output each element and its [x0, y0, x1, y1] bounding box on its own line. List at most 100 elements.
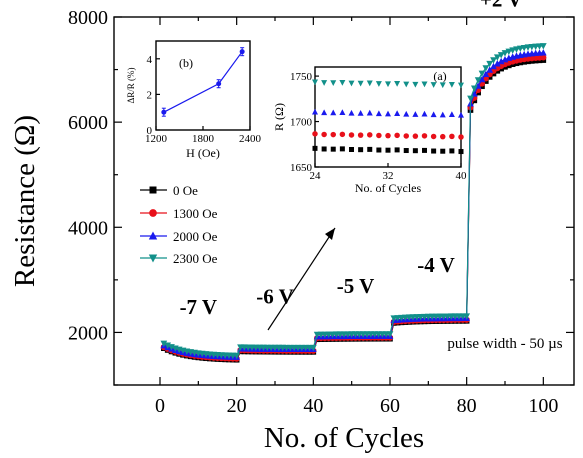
legend-marker [149, 186, 157, 194]
inset-a-point [357, 110, 364, 116]
inset-a-point [439, 111, 446, 118]
inset-a-point [367, 132, 373, 138]
inset-a-point [394, 147, 400, 153]
inset-a-point [348, 109, 355, 116]
inset-a-point [458, 149, 464, 155]
data-point [467, 95, 474, 103]
x-tick-label: 0 [155, 395, 165, 417]
legend-label: 2300 Oe [173, 251, 218, 266]
inset-a-point [412, 148, 418, 154]
inset-a-series-0 [312, 145, 464, 155]
y-axis-label: Resistance (Ω) [9, 115, 41, 287]
inset-a-point [394, 132, 400, 139]
data-point [470, 85, 478, 92]
inset-a-series-2 [312, 108, 464, 118]
inset-a-point [339, 80, 346, 86]
inset-a-point [339, 131, 346, 138]
inset-a-point [357, 132, 364, 138]
inset-a-point [412, 133, 419, 139]
inset-a-point [458, 111, 464, 118]
data-point [470, 90, 478, 97]
x-tick-label: 60 [380, 395, 400, 417]
main-plot-frame [113, 16, 575, 386]
inset-a-point [403, 148, 409, 154]
inset-a-point [458, 82, 464, 89]
inset-a-point [430, 111, 437, 118]
x-tick-label: 80 [457, 395, 477, 417]
inset-a-point [367, 146, 373, 152]
inset-b-frame [155, 40, 251, 131]
inset-a-point [330, 146, 336, 152]
inset-b-x-label: H (Oe) [186, 146, 220, 160]
inset-a-point [330, 131, 336, 138]
data-point [482, 65, 490, 72]
inset-b-point [216, 81, 222, 87]
data-point [233, 352, 241, 360]
inset-a-point [385, 110, 391, 117]
inset-a-point [448, 82, 455, 88]
inset-a-point [394, 81, 401, 87]
inset-b-line [163, 51, 243, 113]
zoom-arrow-line [267, 227, 336, 331]
voltage-label: -5 V [337, 274, 375, 298]
inset-a-point [358, 147, 364, 153]
x-tick-label: 100 [528, 395, 558, 417]
inset-a-point [431, 148, 437, 154]
inset-a-y-tick-label: 1750 [290, 71, 313, 83]
inset-a-panel-label: (a) [433, 69, 446, 83]
data-point [513, 46, 520, 53]
inset-a-point [421, 133, 428, 139]
x-tick-label: 40 [303, 395, 323, 417]
inset-a-point [385, 132, 391, 139]
inset-a-point [312, 79, 318, 86]
inset-a-point [421, 110, 428, 117]
zoom-arrow-head [325, 228, 335, 240]
inset-a-point [421, 81, 428, 88]
inset-a-point [403, 110, 410, 117]
inset-a-x-tick-label: 24 [310, 170, 322, 182]
x-axis-label: No. of Cycles [264, 422, 424, 454]
inset-a-y-tick-label: 1700 [290, 117, 313, 129]
inset-a-point [321, 109, 328, 116]
data-point [386, 331, 394, 338]
x-tick-label: 20 [227, 395, 247, 417]
inset-b-x-tick-label: 1800 [192, 133, 215, 145]
inset-a-y-tick-label: 1650 [290, 162, 313, 174]
voltage-label: -4 V [417, 253, 455, 277]
data-point [539, 49, 547, 56]
legend-marker [149, 209, 157, 217]
legend-marker [148, 254, 158, 263]
inset-a-point [321, 146, 327, 152]
legend-label: 2000 Oe [173, 229, 218, 244]
inset-a-point [339, 146, 345, 152]
data-point [474, 77, 482, 84]
legend-label: 0 Oe [173, 183, 198, 198]
inset-a-x-tick-label: 40 [456, 170, 468, 182]
inset-a-series-1 [312, 131, 464, 140]
data-point [539, 43, 547, 50]
inset-a-point [330, 109, 337, 116]
inset-a-point [430, 82, 437, 88]
y-tick-label: 4000 [68, 217, 108, 239]
inset-a-point [375, 110, 382, 117]
inset-a-point [430, 133, 437, 140]
inset-a-point [403, 133, 409, 139]
data-point [505, 48, 513, 56]
inset-b-y-label: ΔR/R (%) [126, 67, 136, 103]
inset-a-point [412, 111, 419, 117]
data-point [463, 313, 471, 320]
inset-b-y-tick-label: 2 [147, 89, 153, 101]
data-point [493, 54, 501, 61]
data-point [309, 344, 317, 352]
data-point [490, 62, 497, 70]
inset-a-point [449, 133, 455, 140]
inset-a-point [376, 132, 382, 139]
inset-b-point [161, 109, 167, 115]
data-point [490, 57, 497, 64]
data-point [486, 60, 494, 68]
inset-a-point [321, 131, 327, 138]
legend-marker [148, 231, 158, 240]
inset-a-point [348, 132, 355, 138]
data-point [497, 57, 505, 65]
